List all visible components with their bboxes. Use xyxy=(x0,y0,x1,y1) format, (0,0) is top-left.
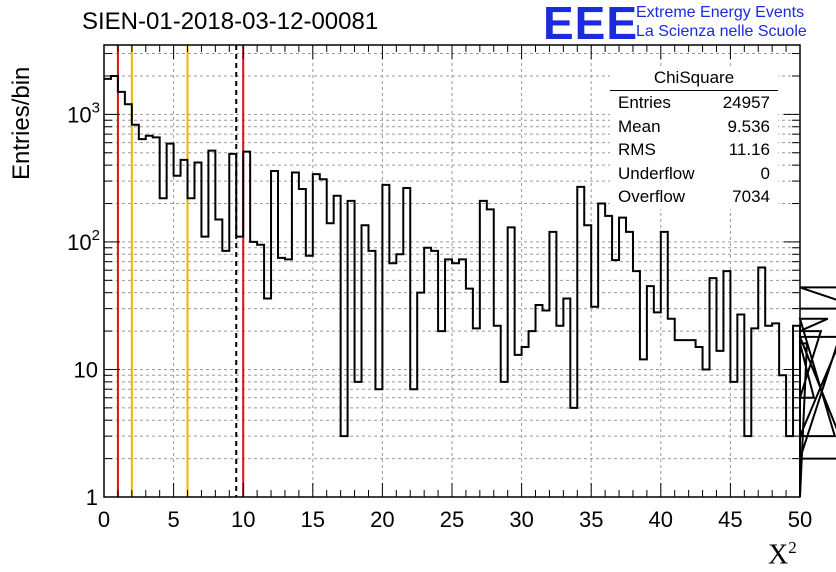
axis-ticks xyxy=(103,45,801,498)
histogram-series xyxy=(104,74,836,498)
stats-value: 9.536 xyxy=(727,116,770,136)
x-tick-labels: 0 5 10 15 20 25 30 35 40 45 50 xyxy=(98,507,812,532)
y-tick-labels: 1 10 102 103 xyxy=(67,99,100,510)
stats-row-mean: Mean 9.536 xyxy=(610,115,778,139)
stats-row-entries: Entries 24957 xyxy=(610,91,778,115)
stats-value: 7034 xyxy=(732,187,770,206)
x-axis-label: X2 xyxy=(768,538,797,571)
stats-box: ChiSquare Entries 24957 Mean 9.536 RMS 11.1… xyxy=(610,66,778,209)
x-tick-label: 15 xyxy=(301,507,325,532)
stats-label: RMS xyxy=(618,140,656,159)
stats-row-overflow: Overflow 7034 xyxy=(610,185,778,209)
y-tick-label: 102 xyxy=(67,227,100,255)
stats-value: 0 xyxy=(760,163,770,183)
x-tick-label: 40 xyxy=(649,507,673,532)
x-tick-label: 10 xyxy=(231,507,255,532)
overlay-lines xyxy=(116,45,245,497)
y-tick-label: 103 xyxy=(67,99,100,127)
x-tick-label: 45 xyxy=(718,507,742,532)
logo-line-2: La Scienza nelle Scuole xyxy=(636,23,807,40)
stats-value: 11.16 xyxy=(728,140,770,159)
x-tick-label: 25 xyxy=(440,507,464,532)
stats-row-underflow: Underflow 0 xyxy=(610,162,778,186)
x-tick-label: 20 xyxy=(370,507,394,532)
chart-title: SIEN-01-2018-03-12-00081 xyxy=(82,8,379,35)
stats-label: Underflow xyxy=(618,163,695,183)
x-axis-label-text: X xyxy=(768,539,789,571)
eee-logo: EEE xyxy=(543,0,639,49)
y-axis-label: Entries/bin xyxy=(8,66,35,180)
y-tick-label: 1 xyxy=(86,485,98,510)
stats-row-rms: RMS 11.16 xyxy=(610,138,778,162)
x-tick-label: 5 xyxy=(167,507,179,532)
logo-line-1: Extreme Energy Events xyxy=(636,4,805,21)
y-tick-label: 10 xyxy=(74,357,98,382)
stats-value: 24957 xyxy=(722,93,770,112)
x-tick-label: 50 xyxy=(788,507,812,532)
stats-label: Mean xyxy=(618,116,661,136)
x-tick-label: 30 xyxy=(509,507,533,532)
grid-lines xyxy=(104,45,800,497)
stats-label: Entries xyxy=(618,93,671,112)
stats-title: ChiSquare xyxy=(610,66,778,91)
x-axis-label-exponent: 2 xyxy=(788,538,797,557)
stats-label: Overflow xyxy=(618,187,686,206)
x-tick-label: 35 xyxy=(579,507,603,532)
x-tick-label: 0 xyxy=(98,507,110,532)
